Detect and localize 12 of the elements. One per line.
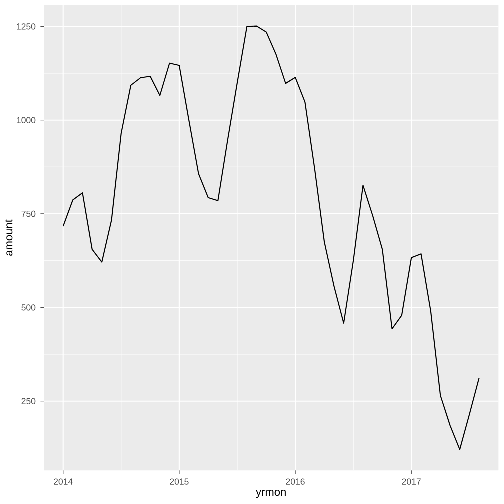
x-tick-label: 2014 [54,478,73,485]
x-axis-title: yrmon [256,490,286,498]
y-tick-label: 250 [22,398,36,404]
x-tick-label: 2015 [170,478,189,485]
y-tick-label: 1000 [17,117,36,124]
line-series [62,26,480,450]
y-tick-label: 750 [22,210,36,218]
y-tick-label: 1250 [17,24,36,30]
x-tick-label: 2017 [402,478,421,485]
y-axis-title: amount [5,220,13,256]
y-tick-label: 500 [22,304,36,311]
x-tick-label: 2016 [286,478,305,485]
